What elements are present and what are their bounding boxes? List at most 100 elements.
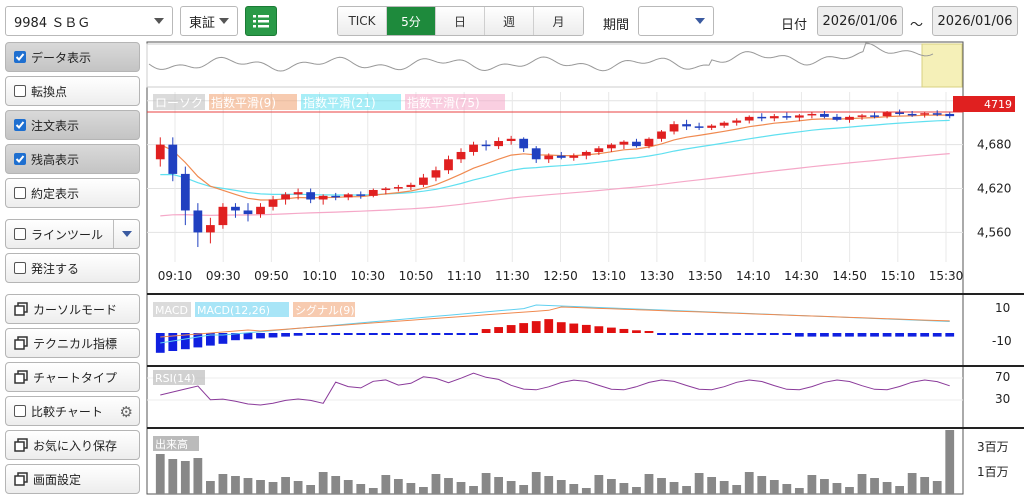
macd-histogram-bar — [406, 333, 416, 335]
save-favorite-button[interactable]: お気に入り保存 — [5, 430, 140, 460]
candle — [870, 112, 879, 119]
place-order-toggle[interactable]: 発注する — [5, 253, 140, 283]
cursor-mode-button[interactable]: カーソルモード — [5, 294, 140, 324]
candle — [556, 151, 566, 160]
macd-histogram-bar — [180, 333, 190, 350]
date-separator: 〜 — [910, 18, 924, 33]
execution-display-toggle[interactable]: 約定表示 — [5, 178, 140, 208]
date-from-input[interactable]: 2026/01/06 — [817, 6, 903, 36]
legend-label: ローソク — [155, 96, 203, 110]
candle-body — [256, 206, 265, 215]
window-icon — [14, 302, 28, 316]
candle — [920, 111, 930, 118]
x-tick-label: 14:50 — [832, 269, 867, 283]
candle-body — [569, 155, 579, 158]
tab-day[interactable]: 日 — [436, 7, 485, 35]
chart-type-button[interactable]: チャートタイプ — [5, 362, 140, 392]
candle-body — [393, 187, 403, 189]
tab-tick[interactable]: TICK — [338, 7, 387, 35]
candle-body — [494, 140, 503, 147]
ema21-line — [160, 119, 950, 196]
screen-settings-button[interactable]: 画面設定 — [5, 464, 140, 494]
technical-indicator-button[interactable]: テクニカル指標 — [5, 328, 140, 358]
compare-chart-toggle[interactable]: 比較チャート ⚙ — [5, 396, 140, 426]
turning-point-toggle[interactable]: 転換点 — [5, 76, 140, 106]
candle — [895, 109, 904, 116]
period-select[interactable] — [638, 6, 714, 36]
candle — [193, 203, 203, 248]
candle — [845, 115, 854, 123]
candle-body — [168, 144, 178, 174]
exchange-select[interactable]: 東証 — [180, 6, 238, 36]
symbol-value: 9984 ＳＢＧ — [14, 15, 91, 31]
list-menu-button[interactable] — [245, 6, 277, 36]
candle — [682, 119, 691, 131]
volume-bar — [719, 481, 729, 494]
line-tool-toggle[interactable]: ラインツール — [5, 219, 140, 249]
checkbox-icon — [14, 405, 26, 417]
volume-bar — [782, 484, 792, 494]
volume-bar — [168, 459, 178, 494]
candle — [632, 138, 641, 148]
macd-histogram-bar — [619, 328, 629, 333]
sidebar-item-label: テクニカル指標 — [33, 336, 118, 351]
position-display-toggle[interactable]: 残高表示 — [5, 144, 140, 174]
checkbox-checked-icon — [14, 119, 26, 131]
candle-body — [682, 124, 691, 127]
symbol-select[interactable]: 9984 ＳＢＧ — [5, 6, 173, 36]
legend-label: 指数平滑(21) — [303, 95, 376, 110]
candle — [506, 135, 516, 145]
macd-histogram-bar — [506, 325, 516, 333]
chart-frame — [146, 41, 964, 495]
volume-bar — [293, 481, 303, 494]
candle — [757, 113, 767, 122]
line-tool-dropdown[interactable] — [113, 220, 139, 248]
candle-body — [469, 144, 478, 152]
date-to-input[interactable]: 2026/01/06 — [932, 6, 1018, 36]
legend-label: シグナル(9) — [295, 303, 355, 317]
macd-histogram-bar — [531, 321, 541, 333]
candle — [581, 150, 591, 160]
last-price-badge — [953, 96, 1015, 112]
order-display-toggle[interactable]: 注文表示 — [5, 110, 140, 140]
data-display-toggle[interactable]: データ表示 — [5, 42, 140, 72]
candle-body — [644, 138, 654, 147]
candle — [807, 111, 817, 119]
macd-histogram-bar — [268, 333, 278, 338]
macd-histogram-bar — [820, 333, 829, 337]
macd-histogram-bar — [281, 333, 290, 337]
candle-body — [318, 195, 328, 200]
last-price-label: 4719 — [984, 98, 1012, 111]
candle — [155, 137, 165, 167]
chevron-down-icon — [219, 18, 229, 24]
candle-body — [306, 192, 316, 200]
volume-bar — [318, 472, 328, 494]
candle-body — [368, 189, 378, 196]
macd-histogram-bar — [206, 333, 215, 346]
x-tick-label: 15:30 — [929, 269, 964, 283]
tab-week[interactable]: 週 — [485, 7, 534, 35]
gear-icon[interactable]: ⚙ — [119, 403, 133, 421]
volume-bar — [757, 476, 767, 494]
macd-histogram-bar — [682, 333, 691, 335]
candle-body — [180, 173, 190, 211]
candle — [907, 111, 917, 117]
macd-histogram-bar — [920, 333, 930, 337]
tab-month[interactable]: 月 — [534, 7, 583, 35]
date-label: 日付 — [781, 18, 808, 33]
macd-histogram-bar — [907, 333, 917, 337]
candle-body — [832, 116, 842, 120]
macd-histogram-bar — [168, 333, 178, 351]
tab-5min[interactable]: 5分 — [387, 7, 436, 35]
candle — [168, 137, 178, 182]
candle — [744, 115, 754, 124]
macd-histogram-bar — [694, 333, 704, 335]
candle-body — [669, 124, 679, 132]
candle-body — [845, 116, 854, 120]
candle — [594, 146, 604, 155]
macd-histogram-bar — [519, 323, 529, 333]
macd-histogram-bar — [895, 333, 904, 337]
legend-label: 出来高 — [155, 437, 188, 451]
macd-histogram-bar — [932, 333, 942, 337]
